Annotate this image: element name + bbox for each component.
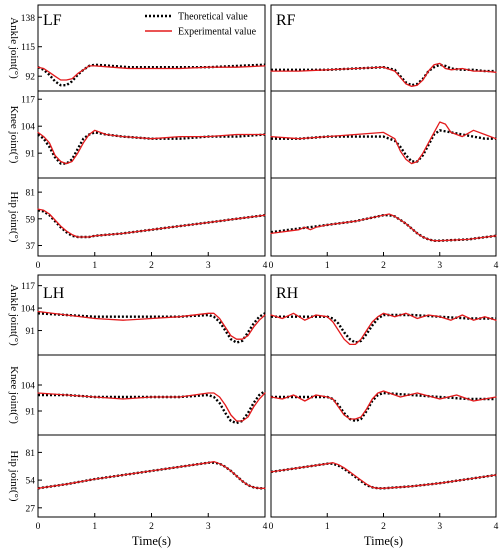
x-tick-label: 3 [437,522,442,532]
series-lines [37,62,497,490]
y-tick-label: 37 [26,242,36,252]
panel-rh-tag: RH [276,285,299,302]
x-tick-label: 2 [149,522,154,532]
theoretical-line-rf [271,129,496,163]
y-axis-label: Ankle joint(°) [8,284,20,346]
x-tick-label: 2 [381,522,386,532]
y-tick-label: 59 [26,215,36,225]
x-tick-label: 0 [36,522,41,532]
panel-rf-frame [270,4,497,257]
x-axis-label: Time(s) [364,534,403,548]
y-axis-label: Knee joint(°) [8,366,20,424]
x-tick-label: 4 [494,261,499,271]
x-tick-label: 4 [263,261,268,271]
legend-experimental-label: Experimental value [178,27,257,38]
x-tick-label: 2 [149,261,154,271]
experimental-line-lf [37,208,266,238]
x-tick-label: 4 [263,522,268,532]
y-axis-label: Hip joint(°) [8,191,20,242]
x-tick-label: 0 [269,522,274,532]
panel-lf-frame [37,4,266,257]
theoretical-line-rh [271,313,496,344]
x-tick-label: 0 [269,261,274,271]
y-tick-label: 104 [21,123,36,133]
x-tick-label: 1 [325,261,330,271]
y-tick-label: 91 [26,327,36,337]
x-tick-label: 1 [92,261,97,271]
experimental-line-rh [270,390,497,420]
x-tick-label: 1 [325,522,330,532]
y-tick-label: 81 [26,449,36,459]
x-tick-label: 3 [206,261,211,271]
theoretical-line-lh [37,312,266,344]
y-tick-label: 117 [21,282,35,292]
y-tick-label: 91 [26,150,36,160]
experimental-line-rf [270,121,497,165]
theoretical-line-lh [37,461,265,490]
y-tick-label: 54 [26,477,36,487]
y-axis-label: Ankle joint(°) [8,17,20,79]
experimental-line-rh [270,462,497,489]
experimental-line-rf [270,213,497,242]
y-tick-label: 115 [21,43,35,53]
y-axis-label: Hip joint(°) [8,450,20,501]
y-tick-label: 138 [21,14,36,24]
y-tick-label: 117 [21,96,35,106]
experimental-line-lf [37,129,266,165]
experimental-line-lh [37,310,266,340]
panel-lf-tag: LF [43,12,62,29]
y-tick-label: 81 [26,189,36,199]
legend: Theoretical value Experimental value [145,12,257,38]
x-tick-label: 3 [206,522,211,532]
y-tick-label: 104 [21,382,36,392]
x-tick-label: 4 [494,522,499,532]
y-axis-label: Knee joint(°) [8,106,20,164]
panel-rf-tag: RF [276,12,296,29]
experimental-line-lh [37,392,266,422]
x-tick-label: 2 [381,261,386,271]
legend-theoretical-label: Theoretical value [178,12,248,23]
x-tick-label: 3 [437,261,442,271]
x-tick-label: 0 [36,261,41,271]
experimental-line-lh [37,460,266,489]
experimental-line-rh [270,312,497,346]
theoretical-line-lh [38,390,266,425]
y-tick-label: 27 [26,504,36,514]
x-tick-label: 1 [92,522,97,532]
y-tick-label: 104 [21,305,36,315]
theoretical-line-lf [37,209,266,239]
panel-lh-tag: LH [43,285,65,302]
experimental-line-rf [270,62,497,88]
panel-frames [37,4,497,518]
experimental-line-lf [37,65,266,81]
x-axis-label: Time(s) [132,534,171,548]
y-tick-label: 92 [26,73,36,83]
theoretical-line-lf [37,131,266,165]
y-tick-label: 91 [26,408,36,418]
